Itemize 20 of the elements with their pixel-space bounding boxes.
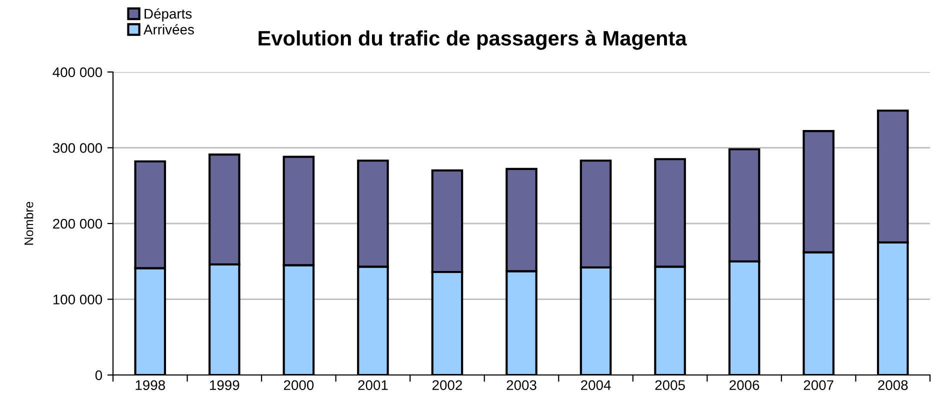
y-tick-label: 400 000 <box>52 67 102 78</box>
x-tick-label: 2006 <box>730 380 760 390</box>
x-tick-label: 1998 <box>136 380 165 390</box>
legend-label: Départs <box>144 8 192 22</box>
x-tick-label: 2003 <box>506 380 536 390</box>
x-tick-label: 2007 <box>804 380 834 390</box>
x-tick-label: 2008 <box>878 380 908 390</box>
x-tick-label: 2001 <box>358 380 388 390</box>
legend-label: Arrivées <box>144 24 194 34</box>
y-tick-label: 100 000 <box>53 294 102 304</box>
x-tick-label: 2002 <box>432 380 462 390</box>
y-axis-title: Nombre <box>24 202 34 245</box>
x-tick-label: 2000 <box>284 380 314 390</box>
chart-title: Evolution du trafic de passagers à Magenta <box>258 30 687 50</box>
y-tick-label: 300 000 <box>52 143 102 153</box>
x-tick-label: 2005 <box>655 380 685 390</box>
y-tick-label: 200 000 <box>53 218 102 229</box>
x-tick-label: 1999 <box>210 380 240 390</box>
y-tick-label: 0 <box>95 370 102 380</box>
x-tick-label: 2004 <box>581 380 611 390</box>
